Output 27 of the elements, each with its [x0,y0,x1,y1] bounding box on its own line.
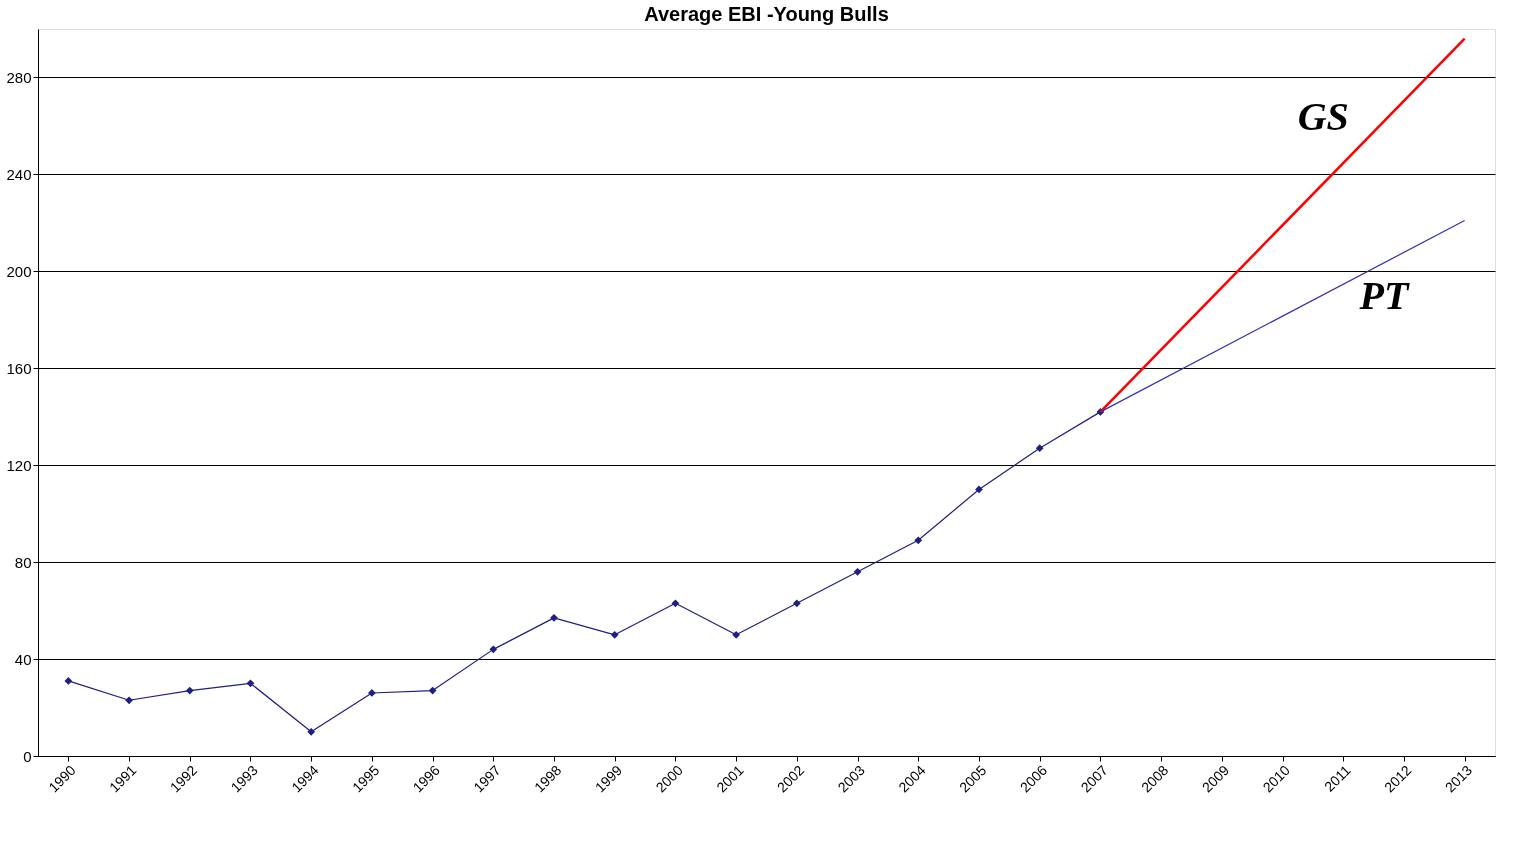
y-tick-label: 80 [14,553,32,571]
point [975,485,983,494]
point [671,599,680,608]
point [246,679,255,688]
point [185,686,194,695]
point [428,686,437,695]
y-tick-label: 40 [14,650,32,668]
point [792,599,801,608]
y-tick-label: 120 [6,456,32,474]
point [853,567,862,576]
point [550,614,558,622]
y-tick-label: 0 [23,747,32,765]
y-tick-label: 240 [6,165,32,183]
point [1035,444,1044,453]
y-tick-label: 160 [6,359,32,377]
point [914,536,923,545]
point [307,727,316,736]
y-tick-label: 200 [6,262,32,280]
y-tick-label: 280 [6,68,32,86]
point [732,630,741,639]
point [489,645,498,654]
point [610,630,619,639]
series-label: GS [1297,94,1349,140]
point [125,696,133,705]
chart-title: Average EBI -Young Bulls [644,3,889,25]
point [64,677,73,685]
series-label: PT [1358,273,1410,319]
